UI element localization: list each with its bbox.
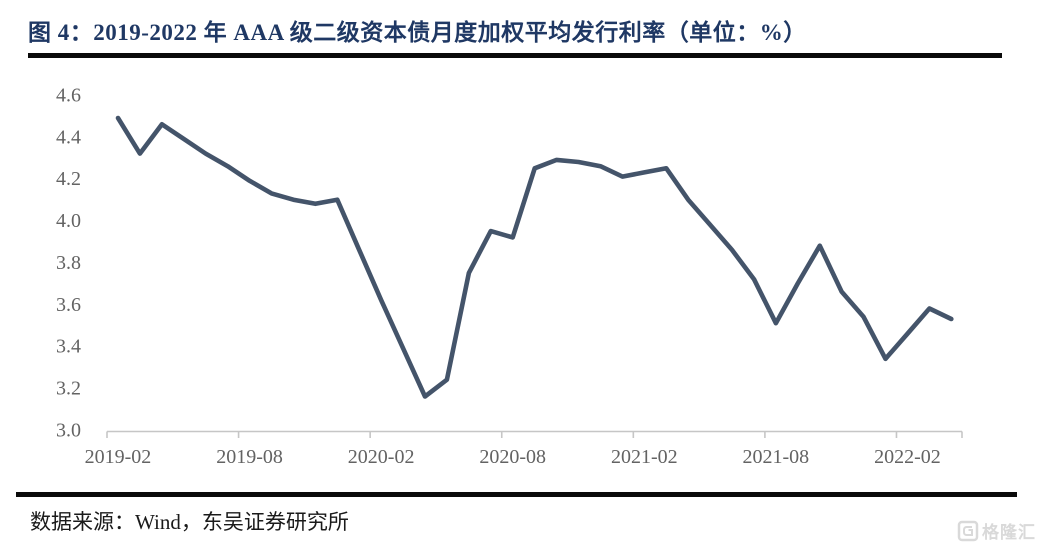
series-line: [115, 115, 954, 399]
y-tick-label: 3.2: [56, 378, 81, 400]
y-tick-label: 4.0: [56, 210, 81, 232]
watermark: 格隆汇: [957, 518, 1036, 543]
x-tick-label: 2021-02: [611, 446, 678, 468]
y-tick-label: 4.6: [56, 84, 81, 106]
x-tick-label: 2019-08: [216, 446, 283, 468]
y-tick-label: 3.0: [56, 420, 81, 442]
x-tick-label: 2022-02: [874, 446, 941, 468]
gelonghui-logo-icon: [957, 520, 979, 541]
y-tick-label: 3.4: [56, 336, 81, 358]
x-tick-label: 2020-08: [479, 446, 546, 468]
watermark-text: 格隆汇: [982, 523, 1036, 542]
y-tick-label: 4.4: [56, 126, 81, 148]
bottom-separator: [16, 492, 1017, 497]
x-tick-label: 2020-02: [348, 446, 415, 468]
x-tick-label: 2019-02: [85, 446, 152, 468]
source-note: 数据来源：Wind，东吴证券研究所: [30, 510, 349, 534]
y-tick-label: 3.6: [56, 294, 81, 316]
y-tick-label: 3.8: [56, 252, 81, 274]
x-tick-label: 2021-08: [743, 446, 810, 468]
title-separator: [28, 53, 1002, 58]
y-tick-label: 4.2: [56, 168, 81, 190]
figure-title: 图 4：2019-2022 年 AAA 级二级资本债月度加权平均发行利率（单位：…: [28, 20, 807, 45]
